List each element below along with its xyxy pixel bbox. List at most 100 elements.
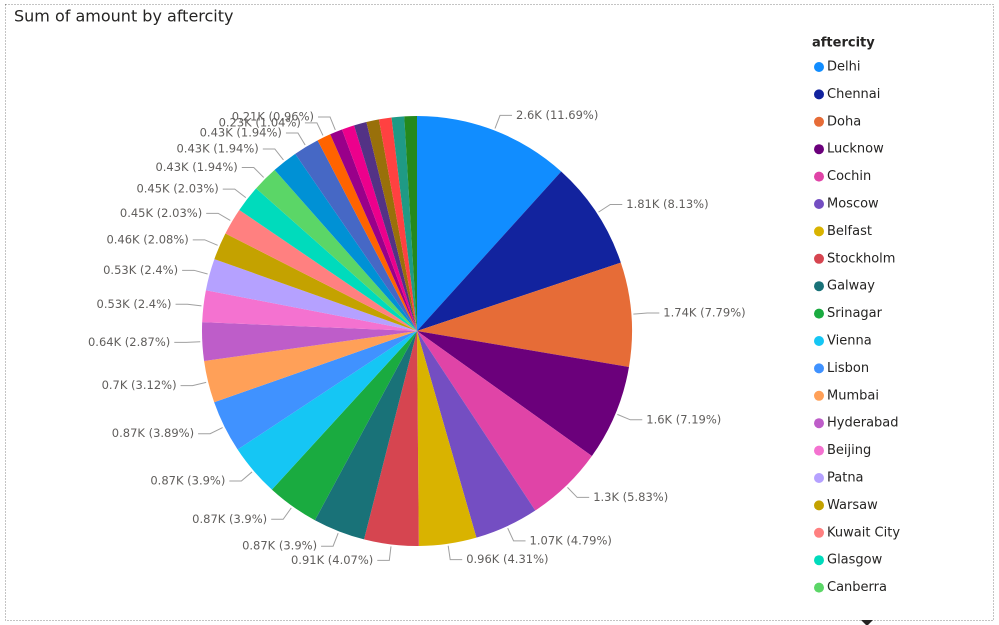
leader-line [304,122,324,136]
data-label: 0.43K (1.94%) [200,126,282,140]
legend-label: Stockholm [827,251,895,266]
legend-marker [814,308,824,319]
pie-slice [317,134,417,331]
pie-slice [378,117,417,331]
legend-label: Lisbon [827,361,869,376]
pie-slice [417,262,632,368]
leader-line [507,527,526,542]
leader-line [271,507,292,520]
pie-slice [239,188,417,331]
pie-slice [202,290,417,331]
leader-line [321,532,339,547]
chart-title: Sum of amount by aftercity [14,7,234,26]
legend-label: Hyderabad [827,416,899,431]
leader-line [198,427,223,435]
legend-label: Cochin [827,169,871,184]
legend-title: aftercity [812,36,875,51]
pie-slice [225,209,417,331]
legend-label: Chennai [827,87,880,102]
data-label: 1.3K (5.83%) [593,490,668,504]
leader-line [174,341,201,343]
legend-label: Galway [827,279,875,294]
legend-label: Vienna [827,334,872,349]
data-label: 0.91K (4.07%) [291,553,373,567]
data-label: 0.46K (2.08%) [106,232,188,246]
legend-label: Belfast [827,224,872,239]
data-label: 1.74K (7.79%) [663,306,745,320]
data-label: 0.87K (3.89%) [112,426,194,440]
pie-slice [366,119,417,331]
pie-slice [330,129,417,331]
leader-line [192,239,218,246]
leader-line [206,212,231,221]
pie-slice [417,171,621,331]
leader-line [633,312,660,315]
legend-label: Canberra [827,580,887,595]
leader-line [182,269,208,275]
pie-slice [417,331,536,538]
leader-line [285,132,306,146]
legend-label: Lucknow [827,142,884,157]
legend-marker [814,500,824,511]
pie-slice [391,116,417,331]
data-label: 0.45K (2.03%) [120,206,202,220]
pie-slice [342,125,417,331]
visual-border [5,4,994,621]
legend-marker [814,473,824,483]
legend-label: Warsaw [827,498,878,513]
legend-scroll-arrow[interactable] [861,620,873,625]
legend-marker [814,527,824,538]
legend-label: Moscow [827,197,879,212]
legend-marker [814,62,824,72]
legend-marker [814,199,824,209]
pie-slice [237,331,417,490]
data-label: 0.96K (4.31%) [466,552,548,566]
legend-marker [814,336,824,346]
data-label: 0.43K (1.94%) [155,160,237,174]
pie-slice [417,116,562,331]
pie-slice [271,331,417,521]
legend-label: Glasgow [827,553,883,568]
legend-marker [814,363,824,374]
leader-line [175,303,202,307]
pie-slice [417,331,629,457]
legend-marker [814,116,824,127]
pie-slice [417,331,592,511]
legend-label: Beijing [827,443,871,458]
pie-slice [204,331,417,403]
data-label: 1.81K (8.13%) [626,197,708,211]
data-label: 0.87K (3.9%) [242,539,317,553]
data-label: 0.45K (2.03%) [136,182,218,196]
leader-line [180,381,207,387]
data-label: 0.87K (3.9%) [192,512,267,526]
data-label: 0.7K (3.12%) [102,378,177,392]
legend-marker [814,171,824,182]
pie-slice [274,153,417,331]
leader-line [262,148,284,161]
pie-slice [404,116,417,331]
data-label: 0.23K (1.04%) [219,115,301,129]
leader-line [241,167,265,178]
data-label: 0.87K (3.9%) [150,474,225,488]
legend-label: Mumbai [827,388,879,403]
legend-label: Doha [827,114,861,129]
legend-marker [814,89,824,100]
leader-line [598,203,623,213]
pie-slice [202,322,417,361]
legend-marker [814,418,824,429]
pie-slice [354,122,417,331]
legend-marker [814,582,824,593]
legend-marker [814,253,824,264]
legend-marker [814,144,824,155]
legend-label: Srinagar [827,306,883,321]
leader-line [567,486,590,498]
pie-slice [205,259,417,331]
data-label: 0.53K (2.4%) [103,263,178,277]
pie-slice [417,331,477,546]
leader-line [494,114,513,129]
data-label: 1.6K (7.19%) [646,412,721,426]
legend-marker [814,555,824,566]
data-label: 0.53K (2.4%) [97,297,172,311]
legend-marker [814,281,824,292]
pie-slice [256,169,417,331]
